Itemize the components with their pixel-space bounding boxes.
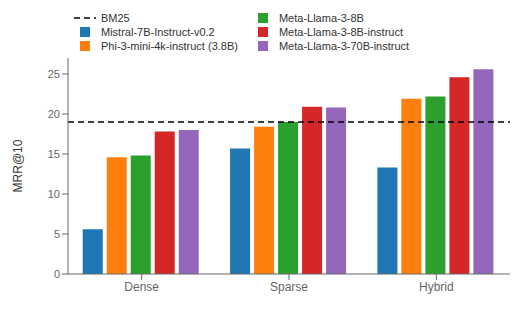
svg-text:10: 10 xyxy=(48,188,60,200)
svg-text:20: 20 xyxy=(48,108,60,120)
svg-text:25: 25 xyxy=(48,68,60,80)
html-text:Phi-3-mini-4k-instruct (3.8B): Phi-3-mini-4k-instruct (3.8B) xyxy=(101,40,238,52)
svg-text:MRR@10: MRR@10 xyxy=(11,139,25,192)
svg-text:5: 5 xyxy=(54,228,60,240)
html-text:Mistral-7B-Instruct-v0.2: Mistral-7B-Instruct-v0.2 xyxy=(101,26,215,38)
html-text:Meta-Llama-3-8B: Meta-Llama-3-8B xyxy=(278,12,364,24)
html-text:BM25: BM25 xyxy=(101,12,130,24)
html-text:Meta-Llama-3-70B-instruct: Meta-Llama-3-70B-instruct xyxy=(278,40,410,52)
svg-text:Sparse: Sparse xyxy=(270,280,308,294)
svg-text:0: 0 xyxy=(54,268,60,280)
svg-text:Dense: Dense xyxy=(124,280,159,294)
svg-text:Hybrid: Hybrid xyxy=(419,280,454,294)
svg-text:15: 15 xyxy=(48,148,60,160)
html-text:Meta-Llama-3-8B-instruct: Meta-Llama-3-8B-instruct xyxy=(278,26,403,38)
